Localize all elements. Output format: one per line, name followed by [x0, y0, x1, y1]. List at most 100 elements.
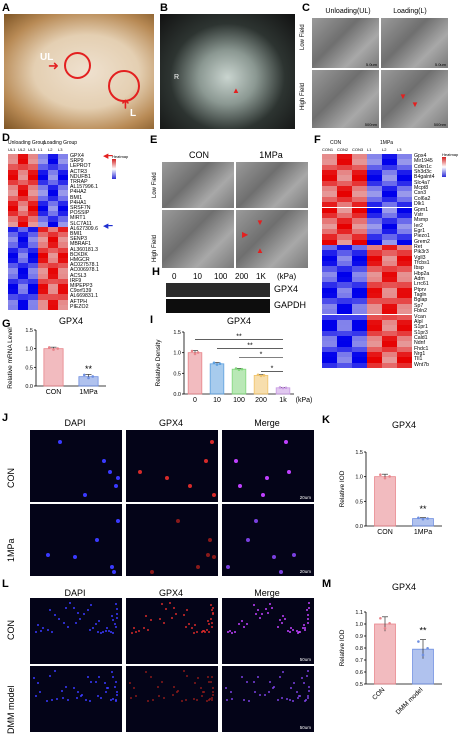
arrow-up-icon: ➜ [117, 98, 133, 110]
cell-signal [211, 492, 216, 497]
heatmap-cell [367, 298, 382, 304]
heatmap-cell [352, 298, 367, 304]
cell-signal [301, 676, 304, 679]
y-tick-label: 1.5 [173, 330, 181, 336]
heatmap-cell [382, 330, 397, 336]
heatmap-cell [48, 294, 58, 300]
heatmap-cell [397, 357, 412, 363]
bar [209, 363, 225, 395]
heatmap-gene-label: TRRAP [70, 179, 88, 185]
cell-signal [278, 675, 281, 678]
heatmap-cell [367, 212, 382, 219]
heatmap-cell [397, 218, 412, 224]
cell-signal [191, 626, 194, 629]
heatmap-cell [58, 247, 68, 253]
heatmap-cell [38, 200, 48, 206]
cell-signal [192, 631, 195, 634]
cell-signal [58, 618, 61, 621]
heatmap-cell [352, 335, 367, 342]
data-point [56, 347, 60, 350]
heatmap-cell [352, 330, 367, 336]
heatmap-cell [352, 271, 367, 278]
cell-signal [106, 627, 108, 630]
heatmap-cell [397, 175, 412, 181]
cell-signal [192, 697, 195, 700]
data-point [281, 386, 285, 390]
heatmap-cell [322, 271, 337, 278]
heatmap-cell [322, 239, 337, 245]
heatmap-cell [28, 154, 38, 160]
x-tick-label: 1k [279, 397, 287, 404]
scalebar-label: 50um [299, 725, 311, 730]
data-point [240, 367, 244, 371]
heatmap-cell [337, 234, 352, 240]
heatmap-cell [352, 325, 367, 331]
x-tick-label: 200 [255, 397, 267, 404]
em-image-con-high [162, 210, 234, 268]
cell-signal [290, 627, 293, 630]
heatmap-cell [322, 293, 337, 299]
heatmap-cell [382, 212, 397, 219]
heatmap-cell [18, 247, 28, 253]
loading-group-label: Loading Group [44, 140, 78, 146]
heatmap-cell [382, 341, 397, 347]
cell-signal [102, 631, 105, 634]
heatmap-cell [38, 273, 48, 279]
heatmap-cell [382, 293, 397, 299]
cell-signal [287, 469, 292, 474]
y-tick-label: 1.1 [355, 610, 363, 616]
heatmap-gene-label: Nrg1 [414, 350, 426, 357]
heatmap-cell [28, 226, 38, 232]
cell-signal [261, 613, 264, 616]
heatmap-cell [352, 159, 367, 165]
heatmap-cell [28, 304, 38, 310]
cell-signal [34, 631, 37, 634]
heatmap-cell [382, 261, 397, 267]
heatmap-cell [397, 186, 412, 192]
cell-signal [306, 694, 309, 697]
heatmap-cell [337, 351, 352, 358]
heatmap-cell [337, 202, 352, 208]
heatmap-cell [28, 252, 38, 258]
heatmap-cell [397, 207, 412, 213]
heatmap-cell [58, 216, 68, 222]
heatmap-cell [8, 180, 18, 186]
heatmap-cell [18, 185, 28, 191]
cell-signal [66, 698, 69, 701]
heatmap-cell [337, 250, 352, 256]
cell-signal [62, 697, 65, 700]
heatmap-cell [38, 180, 48, 186]
cell-signal [46, 699, 49, 702]
heatmap-cell [48, 258, 58, 264]
cell-signal [67, 625, 70, 628]
heatmap-cell [397, 330, 412, 336]
heatmap-cell [38, 164, 48, 170]
heatmap-cell [352, 346, 367, 352]
cell-signal [137, 469, 142, 474]
panel-label-f: F [314, 134, 321, 146]
heatmap-cell [337, 164, 352, 171]
heatmap-cell [48, 252, 58, 258]
cell-signal [41, 626, 44, 629]
cell-signal [48, 609, 51, 612]
heatmap-cell [367, 170, 382, 176]
heatmap-column-label: UL1 [8, 147, 16, 152]
heatmap-gene-label: AC027578.1 [70, 262, 99, 269]
fluorescence-image [126, 504, 218, 576]
heatmap-cell [382, 303, 397, 310]
heatmap-cell [382, 207, 397, 213]
cell-signal [99, 697, 102, 700]
chart-k-gpx4-iod: GPX4 Relative IOD 0.0 0.5 1.0 1.5 CON 1MPa ** [339, 420, 442, 536]
cell-signal [205, 553, 210, 558]
arrow-down-icon: ▼ [399, 92, 407, 101]
heatmap-cell [367, 309, 382, 315]
heatmap-cell [397, 277, 412, 283]
heatmap-cell [337, 218, 352, 224]
chart-m-gpx4-iod: GPX4 Relative IOD 0.5 0.6 0.7 0.8 0.9 1.0 1.1 CON… [339, 582, 442, 716]
cell-signal [211, 690, 214, 693]
cell-signal [252, 603, 255, 606]
y-tick-label: 1.5 [355, 450, 363, 456]
x-axis-unit: (kPa) [296, 397, 313, 404]
heatmap-cell [382, 202, 397, 208]
heatmap-column-label: CON1 [322, 147, 334, 152]
